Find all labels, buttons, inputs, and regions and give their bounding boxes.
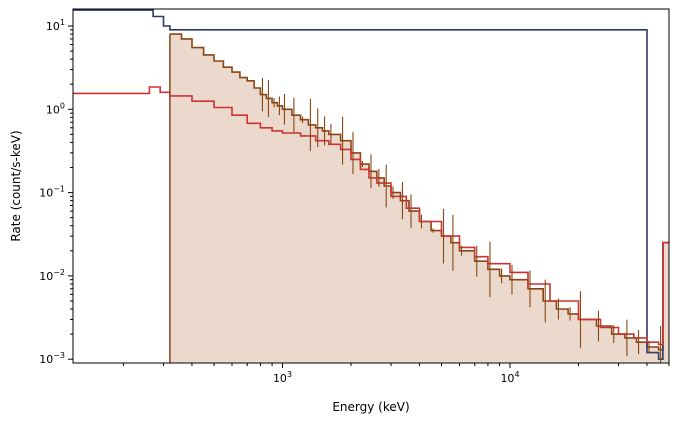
y-tick-label: 100 bbox=[46, 101, 65, 116]
plot-area bbox=[73, 9, 669, 363]
y-axis-label: Rate (count/s-keV) bbox=[9, 130, 23, 241]
series-line-0 bbox=[73, 9, 669, 360]
axis-ticks: 103 104 10−3 10−2 10−1 100 101 bbox=[39, 18, 670, 385]
y-tick-label: 10−3 bbox=[39, 351, 65, 366]
series-line-2 bbox=[73, 86, 669, 346]
series-fill-1 bbox=[169, 34, 669, 363]
y-tick-label: 10−2 bbox=[39, 268, 65, 283]
x-tick-label: 103 bbox=[273, 370, 292, 385]
x-tick-label: 104 bbox=[500, 370, 519, 385]
axes-frame bbox=[72, 8, 670, 364]
y-tick-label: 101 bbox=[46, 18, 65, 33]
x-axis-label: Energy (keV) bbox=[332, 400, 409, 414]
y-tick-label: 10−1 bbox=[39, 185, 65, 200]
